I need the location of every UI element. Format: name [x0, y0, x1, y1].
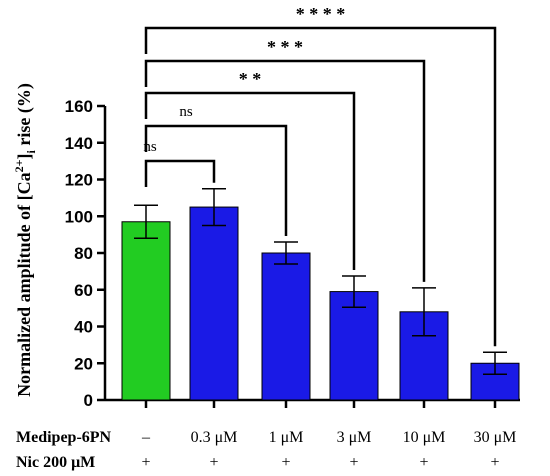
y-tick-label: 160 [65, 97, 93, 116]
nic-mark: + [281, 454, 290, 471]
y-tick-label: 100 [65, 207, 93, 226]
significance-bracket [144, 59, 426, 282]
y-axis-label-close: ] [14, 154, 34, 160]
y-axis-label-sup: 2+ [12, 159, 26, 172]
y-axis-label: Normalized amplitude of [Ca2+]i rise (%) [12, 83, 38, 397]
y-tick-label: 80 [74, 244, 93, 263]
row-label-medipep: Medipep-6PN [16, 429, 112, 446]
category-label: – [141, 429, 151, 446]
significance-bracket [144, 124, 288, 236]
nic-mark: + [141, 454, 150, 471]
category-label: 10 μM [403, 429, 446, 446]
axes-layer [97, 104, 520, 408]
category-label: 0.3 μM [191, 429, 238, 446]
nic-mark: + [349, 454, 358, 471]
y-tick-label: 60 [74, 281, 93, 300]
y-tick-label: 20 [74, 354, 93, 373]
y-axis-label-sub: i [24, 150, 38, 154]
nic-mark: + [490, 454, 499, 471]
y-tick-label: 0 [84, 391, 93, 410]
significance-bracket [144, 159, 216, 187]
y-tick-label: 140 [65, 134, 93, 153]
y-axis-label-tail: rise (%) [14, 83, 35, 150]
significance-label: ns [179, 104, 193, 120]
significance-bracket [144, 91, 356, 270]
category-label: 30 μM [474, 429, 517, 446]
bar [261, 252, 311, 401]
y-tick-label: 40 [74, 318, 93, 337]
error-bars-layer [134, 187, 507, 376]
row-label-nic: Nic 200 μM [16, 454, 95, 471]
y-axis-label-main: Normalized amplitude of [Ca [14, 172, 34, 396]
nic-mark: + [419, 454, 428, 471]
significance-label: * * * * [296, 4, 346, 24]
significance-label: * * [239, 69, 262, 89]
nic-mark: + [209, 454, 218, 471]
category-label: 1 μM [269, 429, 304, 446]
category-label: 3 μM [337, 429, 372, 446]
y-tick-label: 120 [65, 171, 93, 190]
bar [121, 221, 171, 401]
significance-label: * * * [267, 37, 303, 57]
bar [189, 206, 239, 401]
labels-layer: 0 20 40 60 80 100 120 140 160 – +0.3 μM +1 μM +3 μM +… [16, 97, 516, 471]
significance-bracket [144, 26, 497, 347]
bars-layer [121, 206, 520, 401]
bar [329, 291, 379, 401]
